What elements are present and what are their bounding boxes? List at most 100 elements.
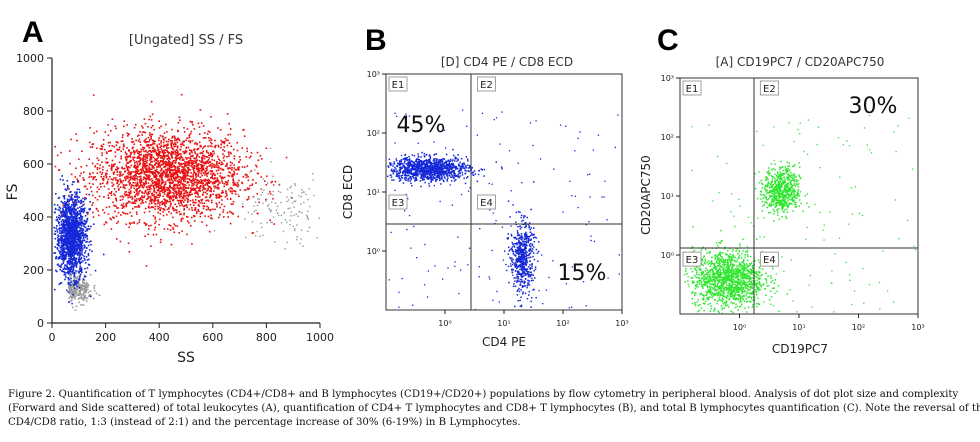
dot — [186, 192, 188, 194]
dot — [137, 160, 140, 163]
dot — [84, 267, 86, 270]
dot — [190, 180, 193, 183]
dot — [173, 231, 176, 234]
dot — [167, 140, 170, 143]
dot — [129, 160, 132, 163]
dot — [69, 295, 72, 297]
dot — [125, 191, 127, 193]
dot — [158, 127, 161, 129]
dot — [283, 211, 286, 214]
dot — [286, 200, 288, 203]
dot — [178, 196, 181, 199]
dot — [201, 167, 203, 170]
dot — [122, 168, 125, 170]
dot — [128, 200, 130, 203]
dot — [182, 217, 184, 220]
dot — [74, 176, 77, 178]
dot — [77, 247, 79, 250]
dot — [400, 161, 402, 163]
dot — [185, 147, 187, 149]
dot — [211, 177, 214, 180]
dot — [250, 152, 253, 154]
dot — [126, 175, 129, 177]
dot — [55, 193, 57, 195]
dot — [71, 183, 74, 186]
dot — [78, 279, 81, 281]
dot — [171, 140, 174, 142]
dot — [410, 160, 413, 162]
dot — [147, 193, 149, 196]
dot — [405, 163, 408, 165]
dot — [160, 142, 162, 144]
dot — [67, 201, 70, 203]
dot — [68, 198, 71, 201]
dot — [86, 218, 89, 221]
dot — [221, 203, 223, 206]
dot — [173, 193, 175, 195]
dot — [223, 216, 225, 218]
dot — [74, 217, 77, 219]
dot — [83, 209, 86, 211]
dot — [149, 171, 152, 174]
dot — [161, 168, 163, 171]
dot — [136, 162, 139, 164]
dot — [232, 175, 234, 178]
dot — [73, 210, 76, 213]
dot — [153, 176, 155, 178]
dot — [63, 210, 65, 213]
dot — [173, 159, 175, 162]
dot — [160, 176, 163, 179]
dot — [74, 191, 76, 194]
dot — [72, 218, 75, 220]
dot — [68, 231, 70, 233]
dot — [77, 212, 80, 215]
dot — [241, 166, 244, 168]
dot — [128, 251, 131, 253]
dot — [171, 195, 174, 197]
dot — [200, 170, 203, 173]
dot — [233, 164, 235, 166]
dot — [82, 228, 84, 230]
dot — [156, 189, 159, 192]
dot — [167, 158, 169, 160]
dot — [175, 157, 178, 160]
dot — [158, 137, 160, 139]
dot — [133, 126, 136, 129]
dot — [149, 185, 152, 188]
dot — [72, 295, 75, 297]
dot — [415, 163, 418, 166]
dot — [117, 207, 119, 209]
dot — [63, 214, 66, 217]
dot — [212, 154, 214, 157]
dot — [74, 224, 76, 226]
dot — [53, 252, 55, 254]
dot — [147, 126, 149, 128]
dot — [79, 258, 82, 260]
dot — [206, 169, 208, 171]
dot — [112, 179, 114, 181]
dot — [80, 223, 83, 225]
dot — [124, 151, 127, 153]
dot — [58, 255, 61, 258]
dot — [69, 253, 72, 256]
dot — [393, 171, 395, 173]
dot — [81, 225, 83, 227]
dot — [222, 177, 225, 179]
dot — [76, 277, 78, 279]
dot — [143, 150, 145, 153]
dot — [71, 292, 74, 294]
dot — [271, 221, 273, 224]
dot — [67, 230, 70, 233]
dot — [138, 155, 140, 157]
dot — [213, 181, 215, 183]
dot — [169, 229, 172, 231]
dot — [197, 173, 200, 176]
dot — [71, 228, 74, 231]
dot — [64, 264, 66, 266]
dot — [54, 211, 56, 214]
dot — [85, 282, 88, 284]
dot — [89, 294, 92, 297]
dot — [88, 176, 90, 178]
dot — [213, 166, 216, 169]
